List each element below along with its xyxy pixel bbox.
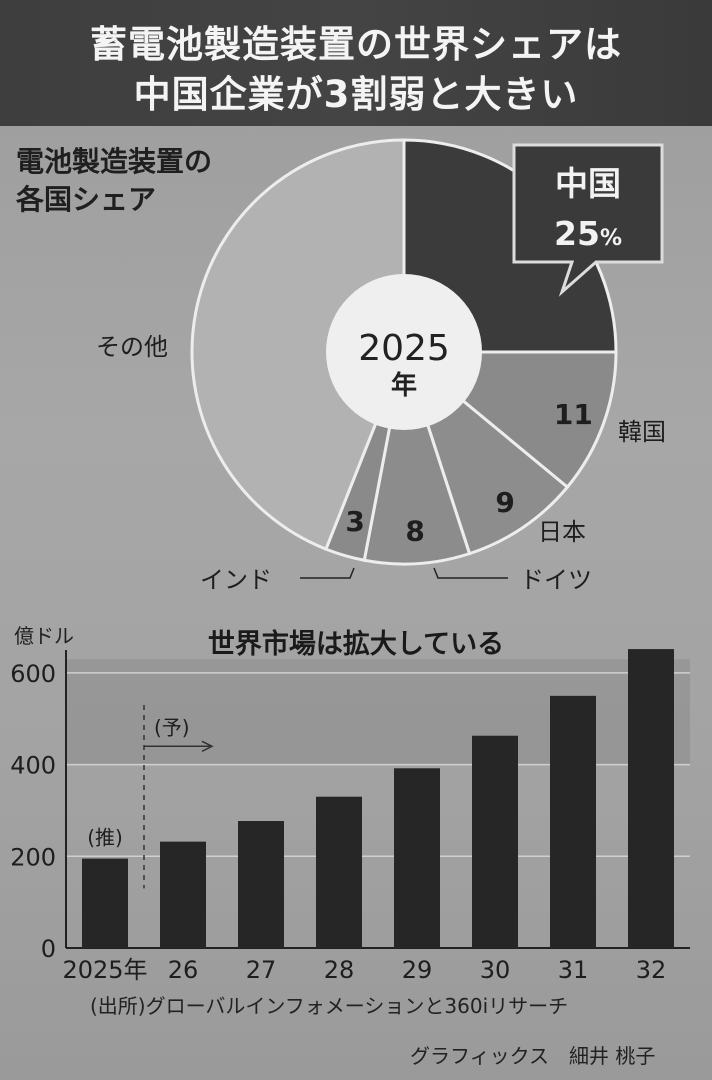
pie-subtitle: 電池製造装置の 各国シェア	[16, 143, 212, 219]
donut-center-year: 2025	[358, 328, 450, 369]
bar-1	[160, 841, 206, 948]
x-tick-label-0: 2025年	[62, 956, 147, 984]
pie-name-label-3: ドイツ	[520, 566, 592, 594]
x-tick-label-1: 26	[168, 956, 199, 984]
china-callout-box	[512, 143, 664, 297]
x-tick-label-4: 29	[402, 956, 433, 984]
estimate-annotation: (推)	[87, 826, 123, 850]
y-tick-label-0: 0	[41, 935, 56, 963]
plot-band-shade	[66, 659, 690, 765]
donut-center-unit: 年	[391, 370, 417, 401]
pie-slice-3	[362, 351, 472, 566]
pie-slice-5	[190, 138, 406, 552]
pie-name-label-2: 日本	[538, 518, 586, 546]
pie-value-label-3: 8	[405, 515, 424, 548]
x-tick-label-5: 30	[480, 956, 511, 984]
bar-7	[628, 649, 674, 948]
headline-line-2: 中国企業が3割弱と大きい	[133, 73, 579, 116]
x-tick-label-3: 28	[324, 956, 355, 984]
india-leader-line	[300, 567, 355, 579]
pie-name-label-4: インド	[200, 566, 272, 594]
bar-0	[82, 858, 128, 948]
pie-value-label-1: 11	[554, 398, 593, 431]
pie-subtitle-line-1: 電池製造装置の	[16, 145, 213, 178]
x-tick-label-2: 27	[246, 956, 277, 984]
source-note: (出所)グローバルインフォメーションと360iリサーチ	[90, 994, 569, 1018]
china-name: 中国	[555, 164, 621, 203]
pie-name-label-1: 韓国	[618, 418, 666, 446]
china-percent-sign: %	[600, 226, 622, 251]
germany-leader-line	[433, 567, 508, 579]
headline-line-1: 蓄電池製造装置の世界シェアは	[90, 23, 622, 66]
bar-3	[316, 796, 362, 948]
forecast-annotation: (予)	[154, 715, 190, 739]
pie-value-label-4: 3	[345, 505, 364, 538]
bar-4	[394, 768, 440, 948]
y-tick-label-1: 200	[10, 843, 56, 871]
bar-chart-title: 世界市場は拡大している	[207, 629, 505, 660]
y-tick-label-3: 600	[10, 660, 56, 688]
forecast-arrow-head	[201, 740, 214, 752]
x-tick-label-6: 31	[558, 956, 589, 984]
pie-name-label-5: その他	[96, 333, 168, 361]
bar-5	[472, 735, 518, 948]
bar-6	[550, 695, 596, 948]
y-tick-label-2: 400	[10, 752, 56, 780]
donut-hole	[326, 274, 482, 430]
bar-2	[238, 821, 284, 948]
y-axis-unit: 億ドル	[14, 624, 74, 648]
graphics-credit: グラフィックス 細井 桃子	[410, 1044, 656, 1068]
pie-subtitle-line-2: 各国シェア	[16, 183, 157, 216]
x-tick-label-7: 32	[636, 956, 667, 984]
pie-value-label-2: 9	[495, 486, 514, 519]
title-band: 蓄電池製造装置の世界シェアは 中国企業が3割弱と大きい	[0, 0, 712, 126]
